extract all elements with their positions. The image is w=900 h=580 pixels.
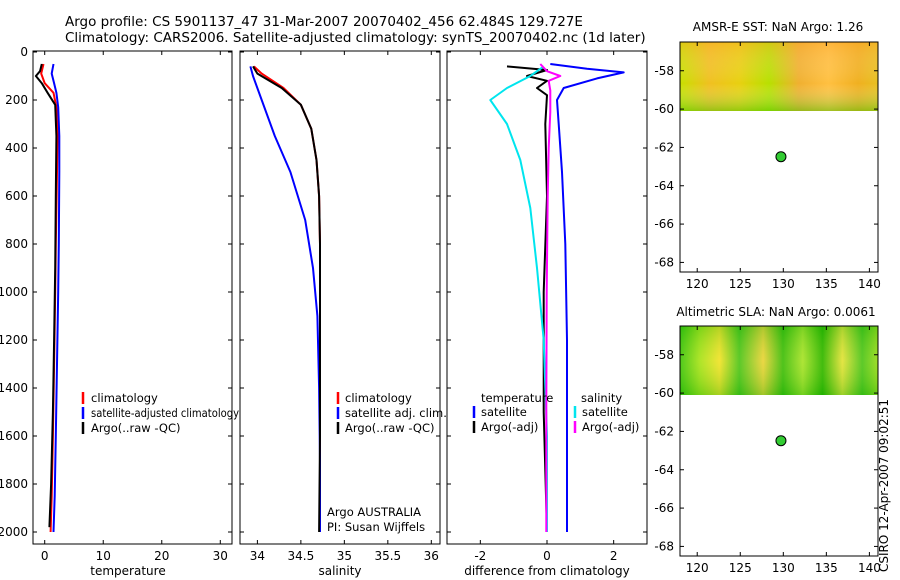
annotation-pi: PI: Susan Wijffels [327, 520, 425, 534]
salinity-legend: climatology satellite adj. clim. Argo(..… [327, 391, 447, 534]
map-xtick-label: 140 [858, 277, 881, 291]
x-tick-label: 0 [41, 549, 49, 563]
temperature-plot [34, 63, 61, 533]
legend-label-temp-satellite: satellite [481, 405, 527, 419]
series-line-temperature-argo-adj- [506, 65, 548, 533]
x-tick-label: 10 [96, 549, 111, 563]
series-line-temperature-satellite [550, 63, 625, 532]
map-ytick-label: -60 [654, 386, 674, 400]
legend-label-sal-satellite: satellite [582, 405, 628, 419]
x-tick-label: -2 [474, 549, 486, 563]
depth-tick-label: 800 [5, 237, 28, 251]
difference-legend: temperature salinity satellite Argo(-adj… [472, 391, 639, 434]
sla-map-title: Altimetric SLA: NaN Argo: 0.0061 [676, 305, 875, 319]
difference-xlabel: difference from climatology [464, 564, 630, 578]
sst-map-field-shade [680, 42, 878, 111]
sla-float-marker [775, 435, 787, 447]
depth-tick-label: 1000 [0, 285, 28, 299]
depth-tick-label: 1200 [0, 333, 28, 347]
difference-plot [489, 63, 625, 533]
map-xtick-label: 120 [686, 277, 709, 291]
series-line-salinity-argo-adj- [539, 63, 562, 532]
depth-tick-label: 1600 [0, 429, 28, 443]
sst-map-ticks: -58 -60 -62 -64 -66 -68 120 125 130 135 140 [654, 42, 881, 291]
depth-tick-label: 0 [20, 45, 28, 59]
series-line-salinity-satellite [489, 65, 548, 532]
sst-map-frame [679, 41, 879, 273]
temperature-legend: climatology satellite-adjusted climatolo… [81, 391, 239, 435]
depth-tick-label: 600 [5, 189, 28, 203]
series-line-satellite-adj-clim- [249, 66, 321, 532]
x-tick-label: 34.5 [288, 549, 315, 563]
map-xtick-label: 120 [686, 561, 709, 575]
legend-label-temp-argo: Argo(-adj) [481, 420, 538, 434]
x-tick-label: 20 [154, 549, 169, 563]
map-xtick-label: 140 [858, 561, 881, 575]
figure-title-line2: Climatology: CARS2006. Satellite-adjuste… [65, 30, 646, 46]
map-ytick-label: -66 [654, 501, 674, 515]
legend-label-climatology: climatology [91, 391, 158, 405]
x-tick-label: 35 [337, 549, 352, 563]
salinity-xlabel: salinity [318, 564, 361, 578]
x-tick-label: 0 [543, 549, 551, 563]
map-xtick-label: 130 [772, 277, 795, 291]
sla-map: Altimetric SLA: NaN Argo: 0.0061 -58-60-… [654, 305, 880, 575]
map-ytick-label: -62 [654, 424, 674, 438]
sst-map: AMSR-E SST: NaN Argo: 1.26 -58-60-62-64-… [654, 20, 880, 291]
legend-header-salinity: salinity [581, 391, 622, 405]
legend-label-sal-argo: Argo(-adj) [582, 420, 639, 434]
x-tick-label: 2 [610, 549, 618, 563]
depth-tick-label: 400 [5, 141, 28, 155]
legend-label-satellite: satellite adj. clim. [345, 406, 447, 420]
legend-label-argo: Argo(..raw -QC) [91, 421, 181, 435]
map-ytick-label: -68 [654, 539, 674, 553]
temperature-xlabel: temperature [90, 564, 165, 578]
series-line-argo-raw-qc- [34, 63, 58, 528]
map-xtick-label: 125 [729, 277, 752, 291]
sla-map-frame [679, 325, 879, 557]
map-ytick-label: -62 [654, 140, 674, 154]
x-tick-label: 30 [213, 549, 228, 563]
x-tick-label: 36 [424, 549, 439, 563]
map-ytick-label: -66 [654, 217, 674, 231]
salinity-axes-frame [239, 50, 441, 545]
depth-tick-label: 2000 [0, 525, 28, 539]
depth-tick-label: 200 [5, 93, 28, 107]
x-tick-label: 34 [250, 549, 265, 563]
series-line-climatology [253, 65, 321, 532]
credit-stamp: CSIRO 12-Apr-2007 09:02:51 [877, 399, 891, 572]
sla-map-field-shade [680, 326, 878, 395]
salinity-plot [249, 65, 321, 533]
legend-label-satellite: satellite-adjusted climatology [91, 406, 239, 420]
map-xtick-label: 125 [729, 561, 752, 575]
map-xtick-label: 135 [815, 277, 838, 291]
map-xtick-label: 130 [772, 561, 795, 575]
annotation-argo-australia: Argo AUSTRALIA [327, 505, 421, 519]
map-xtick-label: 135 [815, 561, 838, 575]
x-tick-label: 35.5 [374, 549, 401, 563]
sla-map-ticks: -58 -60 -62 -64 -66 -68 120 125 130 135 140 [654, 326, 881, 575]
map-ytick-label: -64 [654, 463, 674, 477]
figure-title-line1: Argo profile: CS 5901137_47 31-Mar-2007 … [65, 14, 583, 30]
legend-header-temperature: temperature [481, 391, 553, 405]
depth-tick-label: 1400 [0, 381, 28, 395]
series-line-satellite-adjusted-climatology [50, 63, 61, 533]
series-line-argo-raw-qc- [252, 65, 321, 533]
temperature-axes-frame [32, 50, 233, 545]
depth-tick-label: 1800 [0, 477, 28, 491]
map-ytick-label: -60 [654, 102, 674, 116]
map-ytick-label: -64 [654, 179, 674, 193]
depth-axis: 0 200 400 600 800 1000 1200 1400 1600 1800 2000 [0, 45, 647, 539]
legend-label-climatology: climatology [345, 391, 412, 405]
map-ytick-label: -58 [654, 348, 674, 362]
x-axis-ticks: 0 10 20 30 34 34.5 35 35.5 36 -2 0 2 [41, 51, 618, 563]
map-ytick-label: -68 [654, 255, 674, 269]
map-ytick-label: -58 [654, 64, 674, 78]
sst-float-marker [775, 151, 787, 163]
legend-label-argo: Argo(..raw -QC) [345, 421, 435, 435]
sst-map-title: AMSR-E SST: NaN Argo: 1.26 [693, 20, 863, 34]
